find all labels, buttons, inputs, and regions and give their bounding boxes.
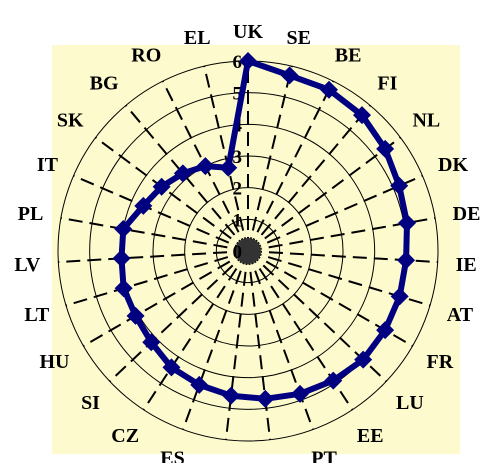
point-IE: [397, 251, 416, 270]
point-PT: [290, 384, 309, 403]
tick-label-0: 0: [233, 242, 243, 263]
point-UK: [239, 52, 257, 70]
spoke-IT: [73, 174, 249, 252]
point-EE: [324, 371, 343, 390]
point-SK: [152, 177, 171, 196]
point-EL: [219, 158, 238, 177]
category-label-LV: LV: [14, 254, 41, 276]
spoke-NL: [247, 136, 402, 252]
spoke-ES: [182, 250, 249, 430]
spoke-CZ: [142, 250, 249, 411]
category-label-BE: BE: [335, 44, 362, 66]
category-label-EL: EL: [184, 27, 211, 49]
category-label-HU: HU: [39, 351, 69, 373]
tick-label-6: 6: [233, 52, 243, 73]
point-HU: [126, 306, 145, 325]
category-label-CZ: CZ: [111, 425, 139, 447]
point-BG: [173, 164, 192, 183]
tick-label-1: 1: [233, 210, 243, 231]
point-CY: [222, 386, 241, 405]
category-label-LT: LT: [24, 304, 50, 326]
tick-label-5: 5: [233, 84, 243, 105]
category-label-BG: BG: [90, 72, 119, 94]
spoke-SE: [247, 65, 293, 252]
point-RO: [196, 157, 215, 176]
category-label-DE: DE: [453, 203, 481, 225]
spoke-PL: [60, 217, 249, 252]
category-label-DK: DK: [438, 154, 468, 176]
point-LV: [112, 249, 131, 268]
tick-label-2: 2: [233, 179, 243, 200]
point-CZ: [162, 358, 181, 377]
category-label-SI: SI: [81, 392, 100, 414]
point-DE: [398, 213, 417, 232]
spoke-FI: [247, 104, 371, 252]
point-DK: [390, 176, 409, 195]
spoke-EL: [203, 65, 249, 252]
spoke-SK: [94, 136, 249, 252]
category-label-CY: CY: [208, 460, 237, 463]
spoke-LV: [58, 250, 249, 264]
category-label-PT: PT: [311, 448, 337, 463]
category-label-AT: AT: [447, 304, 474, 326]
tick-label-3: 3: [233, 147, 243, 168]
point-NL: [376, 139, 395, 158]
point-BE: [320, 80, 339, 99]
point-FI: [352, 106, 371, 125]
point-LU: [354, 350, 373, 369]
category-label-EE: EE: [357, 425, 384, 447]
category-label-SE: SE: [287, 27, 311, 49]
category-label-NL: NL: [412, 110, 440, 132]
center-hub: [235, 238, 261, 264]
spoke-HU: [82, 250, 249, 347]
spoke-CY: [224, 250, 249, 440]
category-label-ES: ES: [160, 448, 184, 463]
category-label-IT: IT: [37, 154, 59, 176]
spoke-SI: [109, 250, 249, 383]
category-label-MT: MT: [257, 460, 290, 463]
category-label-SK: SK: [57, 110, 84, 132]
series-line: [118, 58, 410, 402]
category-label-RO: RO: [131, 44, 161, 66]
category-label-LU: LU: [396, 392, 424, 414]
point-LT: [114, 279, 133, 298]
point-MT: [256, 389, 275, 408]
series-group: [112, 52, 417, 408]
spoke-BE: [247, 80, 335, 252]
category-label-PL: PL: [18, 203, 44, 225]
point-ES: [190, 375, 209, 394]
point-IT: [134, 196, 153, 215]
point-SI: [142, 333, 161, 352]
point-PL: [114, 220, 133, 239]
spoke-MT: [247, 250, 272, 440]
point-SE: [280, 66, 299, 85]
category-label-FI: FI: [377, 72, 397, 94]
point-FR: [376, 321, 395, 340]
category-label-FR: FR: [427, 351, 454, 373]
point-AT: [390, 287, 409, 306]
spoke-LT: [65, 250, 249, 307]
category-label-UK: UK: [233, 21, 263, 43]
category-label-IE: IE: [456, 254, 477, 276]
